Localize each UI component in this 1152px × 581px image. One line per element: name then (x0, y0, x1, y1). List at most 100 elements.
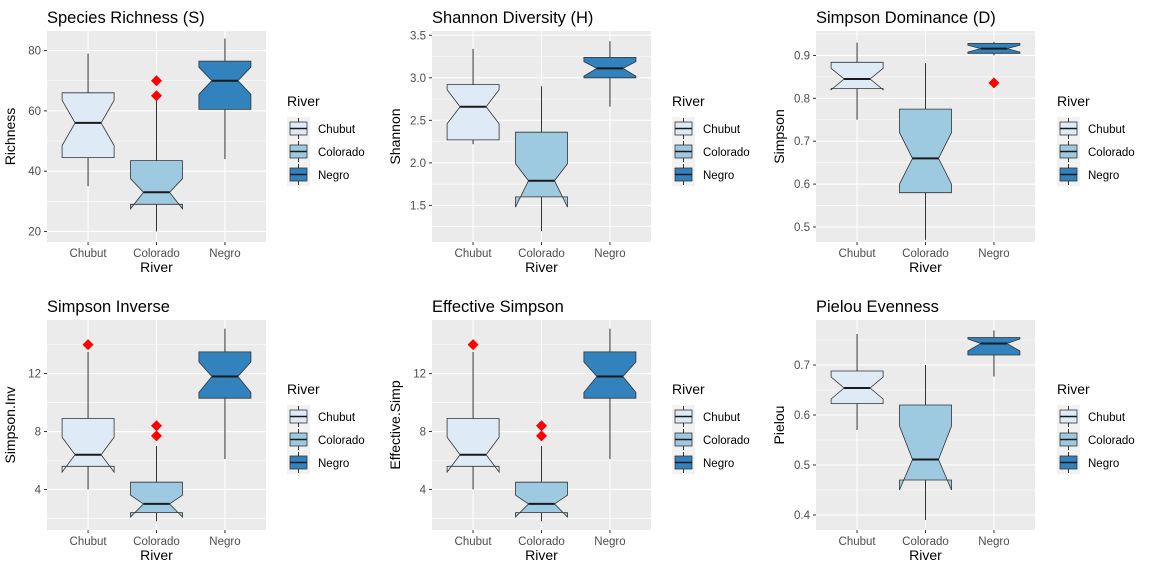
legend-label: Colorado (703, 147, 750, 159)
x-tick-label: Chubut (839, 536, 877, 548)
y-tick-label: 20 (28, 226, 41, 238)
legend-label: Chubut (1088, 124, 1126, 136)
legend: River Chubut Colorado Negro (287, 381, 365, 474)
y-tick-label: 8 (35, 427, 41, 439)
panel-title: Effective Simpson (432, 298, 564, 316)
legend-label: Chubut (318, 412, 356, 424)
notched-box (198, 60, 252, 110)
panel-title: Simpson Dominance (D) (816, 9, 996, 27)
panel-4: 4 8 12 Chubut Colorado Negro Simpson Inverse Ri… (2, 298, 365, 563)
legend-item-colorado: Colorado (287, 140, 365, 163)
y-tick-label: 12 (28, 369, 41, 381)
outlier-point (536, 420, 547, 432)
outlier-point (151, 90, 162, 102)
y-axis-label: Richness (2, 108, 18, 166)
outlier-point (151, 75, 162, 87)
box-negro (198, 328, 252, 460)
y-axis-label: Effective.Simp (387, 380, 403, 469)
x-tick-label: Chubut (455, 248, 493, 260)
y-tick-label: 0.5 (794, 222, 810, 234)
notched-box (130, 160, 183, 210)
x-tick-label: Negro (978, 248, 1009, 260)
panel-title: Species Richness (S) (47, 9, 205, 27)
box-chubut (446, 339, 500, 490)
y-tick-label: 3.5 (410, 30, 426, 42)
legend: River Chubut Colorado Negro (672, 381, 750, 474)
x-tick-label: Chubut (70, 536, 108, 548)
notched-box (198, 351, 252, 399)
x-tick-label: Colorado (518, 248, 565, 260)
box-negro (198, 38, 252, 160)
x-tick-label: Chubut (455, 536, 493, 548)
legend-label: Colorado (318, 435, 365, 447)
y-tick-label: 80 (28, 46, 41, 58)
x-tick-label: Chubut (70, 248, 108, 260)
outlier-point (467, 339, 479, 351)
x-axis-label: River (140, 259, 173, 275)
legend-label: Colorado (318, 147, 365, 159)
notched-box (61, 92, 115, 159)
x-axis-label: River (525, 259, 558, 275)
legend: River Chubut Colorado Negro (287, 93, 365, 186)
legend-label: Negro (318, 458, 349, 470)
legend-item-chubut: Chubut (1057, 117, 1126, 140)
legend-title: River (1057, 93, 1090, 109)
x-tick-label: Negro (209, 248, 240, 260)
legend-item-chubut: Chubut (287, 405, 356, 428)
box-negro (583, 328, 637, 460)
legend-item-negro: Negro (672, 451, 734, 474)
legend-item-colorado: Colorado (287, 428, 365, 451)
legend-label: Negro (1088, 458, 1119, 470)
outlier-point (151, 420, 162, 432)
box-negro (967, 330, 1021, 377)
y-axis-label: Simpson (771, 109, 787, 163)
legend-item-colorado: Colorado (1057, 428, 1135, 451)
panel-5: 4 8 12 Chubut Colorado Negro Effective Simpson… (387, 298, 750, 563)
legend-item-negro: Negro (1057, 451, 1119, 474)
legend-label: Negro (703, 458, 734, 470)
box-negro (967, 41, 1021, 89)
box-colorado (515, 420, 568, 522)
y-tick-label: 2.0 (410, 158, 426, 170)
y-axis-label: Pielou (771, 406, 787, 445)
legend-title: River (1057, 381, 1090, 397)
x-axis-label: River (909, 259, 942, 275)
legend-item-chubut: Chubut (672, 117, 741, 140)
notched-box (830, 61, 884, 91)
panel-title: Shannon Diversity (H) (432, 9, 593, 27)
box-colorado (130, 75, 183, 232)
legend-item-colorado: Colorado (672, 140, 750, 163)
notched-box (899, 404, 952, 491)
panel-2: 1.5 2.0 2.5 3.0 3.5 Chubut Colorado Negro Shanno… (387, 9, 750, 275)
box-chubut (61, 339, 115, 490)
x-tick-label: Negro (594, 248, 625, 260)
y-tick-label: 0.6 (794, 179, 810, 191)
box-colorado (130, 420, 183, 522)
y-tick-label: 0.7 (794, 360, 810, 372)
legend-item-colorado: Colorado (672, 428, 750, 451)
notched-box (130, 481, 183, 518)
legend-title: River (287, 381, 320, 397)
x-tick-label: Colorado (133, 536, 180, 548)
outlier-point (988, 77, 1000, 89)
y-tick-label: 0.7 (794, 136, 810, 148)
y-axis-label: Shannon (387, 108, 403, 164)
legend-label: Colorado (1088, 147, 1135, 159)
x-tick-label: Negro (978, 536, 1009, 548)
notched-box (515, 131, 568, 208)
x-tick-label: Chubut (839, 248, 877, 260)
outlier-point (151, 430, 162, 442)
y-tick-label: 0.4 (794, 510, 811, 522)
x-axis-label: River (909, 547, 942, 563)
x-tick-label: Colorado (902, 248, 949, 260)
y-tick-label: 4 (35, 484, 42, 496)
y-tick-label: 0.9 (794, 50, 810, 62)
outlier-point (82, 339, 94, 351)
legend-label: Chubut (703, 124, 741, 136)
y-tick-label: 0.6 (794, 410, 810, 422)
legend-item-negro: Negro (287, 451, 349, 474)
y-tick-label: 60 (28, 106, 41, 118)
panel-title: Simpson Inverse (47, 298, 170, 316)
notched-box (515, 481, 568, 518)
x-tick-label: Colorado (902, 536, 949, 548)
